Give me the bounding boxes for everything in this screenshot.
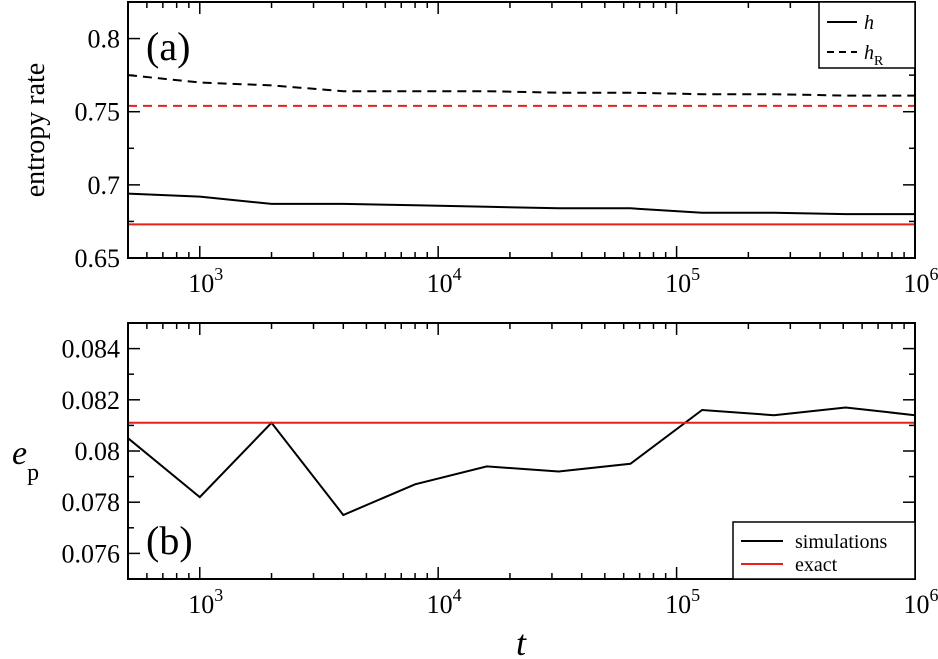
x-tick-label: 105 [665, 264, 700, 298]
legend-label: hR [864, 42, 884, 69]
legend-box [818, 1, 916, 69]
panel-b-y-axis-title-sub: p [27, 460, 39, 486]
x-tick-label: 105 [665, 585, 700, 619]
panel-b-tick-labels: 0.076 0.078 0.08 0.082 0.084 103 104 105 106 [62, 335, 938, 619]
y-tick-label: 0.7 [88, 171, 121, 200]
panel-a-plot-lines [128, 74, 915, 226]
panel-a-legend: h hR [818, 1, 916, 69]
y-tick-label: 0.082 [62, 386, 121, 415]
y-tick-label: 0.08 [75, 437, 121, 466]
panel-a: 0.65 0.7 0.75 0.8 103 104 105 106 (a) entropy r… [20, 1, 938, 298]
series-line-h-sim [128, 192, 915, 216]
x-tick-label: 103 [188, 264, 223, 298]
x-tick-label: 104 [427, 264, 462, 298]
panel-b-plot-lines [128, 406, 915, 517]
x-tick-label: 103 [188, 585, 223, 619]
panel-b-y-axis-title: ep [12, 435, 39, 486]
y-tick-label: 0.076 [62, 539, 121, 568]
legend-label: exact [795, 554, 838, 576]
panel-a-label: (a) [146, 24, 190, 69]
panel-b-x-axis-title: t [516, 623, 527, 659]
y-tick-label: 0.65 [75, 244, 121, 273]
panel-a-y-axis-title: entropy rate [20, 63, 51, 198]
x-tick-label: 106 [904, 264, 938, 298]
panel-a-tick-labels: 0.65 0.7 0.75 0.8 103 104 105 106 [75, 25, 938, 298]
panel-b: 0.076 0.078 0.08 0.082 0.084 103 104 105 106 (b)… [12, 322, 938, 659]
panel-a-frame [127, 1, 916, 259]
legend-label: simulations [795, 531, 887, 553]
legend-box [732, 521, 916, 580]
y-tick-label: 0.078 [62, 488, 121, 517]
y-tick-label: 0.75 [75, 98, 121, 127]
x-tick-label: 106 [904, 585, 938, 619]
panel-b-label: (b) [146, 518, 193, 563]
y-tick-label: 0.084 [62, 335, 121, 364]
series-line-hR-sim [128, 74, 915, 97]
series-line-simulations [128, 406, 915, 517]
panel-b-y-axis-title-base: e [12, 435, 27, 472]
panel-a-ticks [128, 2, 916, 259]
legend-label: h [864, 12, 874, 34]
x-tick-label: 104 [427, 585, 462, 619]
y-tick-label: 0.8 [88, 25, 121, 54]
